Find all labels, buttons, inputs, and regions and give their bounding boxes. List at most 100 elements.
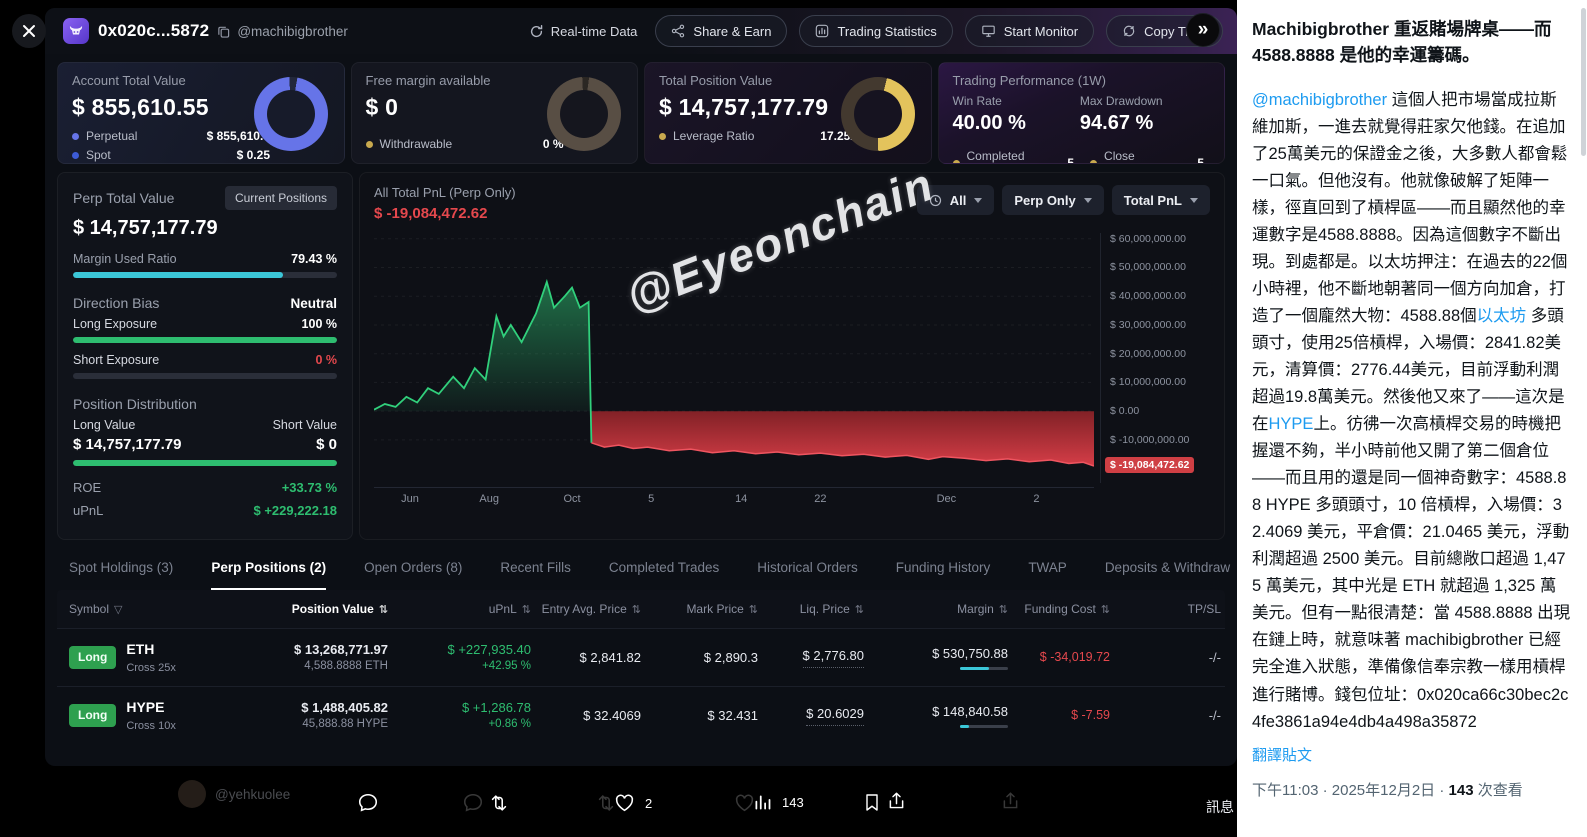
post-text-panel: Machibigbrother 重返賭場牌桌——而 4588.8888 是他的幸… (1237, 0, 1587, 837)
post-time: 下午11:03 (1252, 781, 1319, 799)
metric-select[interactable]: Total PnL (1111, 185, 1210, 215)
account-total-value-card: Account Total Value $ 855,610.55 Perpetu… (57, 62, 345, 164)
close-button[interactable] (12, 14, 46, 48)
filter-icon: ▽ (114, 603, 123, 616)
column-header-position-value[interactable]: Position Value ⇅ (291, 602, 388, 616)
column-header-entry-avg-price[interactable]: Entry Avg. Price ⇅ (541, 602, 641, 616)
long-exposure-value: 100 % (301, 317, 337, 331)
chart-y-axis: $ 60,000,000.00 $ 50,000,000.00 $ 40,000,0… (1100, 233, 1208, 483)
share-icon (889, 792, 904, 809)
current-pnl-badge: $ -19,084,472.62 (1105, 456, 1195, 473)
column-header-funding-cost[interactable]: Funding Cost ⇅ (1024, 602, 1110, 616)
like-button[interactable]: 2 (613, 792, 652, 814)
upnl-value: $ +227,935.40 (447, 641, 532, 657)
total-position-value-card: Total Position Value $ 14,757,177.79 Lev… (644, 62, 932, 164)
x-axis-tick: 14 (735, 493, 748, 505)
perp-total-value-label: Perp Total Value (73, 190, 175, 206)
tab-twap[interactable]: TWAP (1028, 559, 1067, 575)
time-range-select[interactable]: All (916, 185, 995, 215)
x-axis-tick: Oct (563, 493, 581, 505)
tab-recent-fills[interactable]: Recent Fills (500, 559, 571, 575)
column-header-liq-price[interactable]: Liq. Price ⇅ (799, 602, 864, 616)
tab-completed-trades[interactable]: Completed Trades (608, 559, 720, 575)
legend-leverage: Leverage Ratio 17.25x (659, 129, 857, 143)
chevron-down-icon (1083, 197, 1092, 203)
scope-select[interactable]: Perp Only (1002, 185, 1104, 215)
tab-perp-positions-2-[interactable]: Perp Positions (2) (211, 546, 327, 590)
pnl-area-chart[interactable] (374, 233, 1094, 483)
share-earn-button[interactable]: Share & Earn (655, 15, 788, 47)
column-header-margin[interactable]: Margin ⇅ (957, 602, 1008, 616)
bull-icon (69, 26, 83, 35)
repost-button[interactable] (487, 792, 511, 814)
translate-post-link[interactable]: 翻譯貼文 (1252, 746, 1313, 764)
views-button[interactable]: 143 (752, 792, 804, 813)
column-header-mark-price[interactable]: Mark Price ⇅ (686, 602, 758, 616)
background-reply-icon (462, 792, 484, 814)
legend-dot (72, 151, 79, 159)
realtime-data-toggle[interactable]: Real-time Data (529, 24, 637, 39)
column-header-symbol[interactable]: Symbol ▽ (69, 602, 123, 616)
background-user-handle: @yehkuolee (215, 786, 291, 802)
post-text-segment: 多頭頭寸，使用25倍槓桿，入場價：2841.82美元，清算價：2776.44美元… (1252, 306, 1565, 434)
next-image-button[interactable]: » (1186, 13, 1220, 47)
bar-chart-icon (815, 24, 829, 38)
legend-dot (659, 132, 666, 140)
position-value: $ 1,488,405.82 (301, 699, 388, 715)
position-donut-chart (840, 77, 915, 151)
sort-icon: ⇅ (748, 603, 758, 616)
legend-dot (365, 140, 373, 148)
bookmark-button[interactable] (862, 792, 882, 813)
close-icon (23, 25, 35, 37)
perp-total-value: $ 14,757,177.79 (73, 217, 218, 239)
wallet-address: 0x020c...5872 (98, 21, 210, 40)
margin-bar (960, 667, 1008, 671)
account-total-value: $ 855,610.55 (72, 94, 209, 120)
column-header-upnl[interactable]: uPnL ⇅ (488, 602, 531, 616)
margin-used-bar (73, 272, 337, 278)
post-inline-link[interactable]: 以太坊 (1476, 306, 1527, 325)
perp-positions-table: Symbol ▽ Position Value ⇅ uPnL ⇅ Entry Avg. Pr… (45, 590, 1237, 744)
legend-dot (1090, 159, 1098, 163)
share-button[interactable] (886, 790, 907, 812)
position-row-hype[interactable]: Long HYPE Cross 10x $ 1,488,405.82 45,888.88… (57, 686, 1225, 744)
trading-performance-card: Trading Performance (1W) Win Rate 40.00 … (937, 62, 1225, 164)
tab-spot-holdings-3-[interactable]: Spot Holdings (3) (69, 559, 174, 575)
upnl-percent: +0.86 % (488, 717, 531, 730)
tab-historical-orders[interactable]: Historical Orders (757, 559, 858, 575)
tab-deposits-withdraw[interactable]: Deposits & Withdraw (1104, 559, 1231, 575)
trading-dashboard: 0x020c...5872 @machibigbrother Real-time… (45, 8, 1237, 766)
current-positions-button[interactable]: Current Positions (224, 186, 337, 210)
position-row-eth[interactable]: Long ETH Cross 25x $ 13,268,771.97 4,588.888… (57, 628, 1225, 686)
scrollbar-thumb[interactable] (1581, 8, 1586, 156)
entry-price: $ 32.4069 (583, 707, 641, 723)
short-exposure-bar (73, 373, 337, 379)
post-text-segment: 這個人把市場當成拉斯維加斯，一進去就覺得莊家欠他錢。在追加了25萬美元的保證金之… (1252, 90, 1568, 325)
legend-completed-trades: Completed Trades5 (952, 149, 1074, 163)
start-monitor-button[interactable]: Start Monitor (964, 15, 1095, 47)
long-value: $ 14,757,177.79 (73, 436, 182, 453)
legend-spot: Spot $ 0.25 (72, 148, 270, 162)
reply-button[interactable] (357, 792, 379, 814)
margin-bar (960, 725, 1008, 729)
legend-dot (952, 159, 960, 163)
liq-price: $ 2,776.80 (802, 647, 864, 669)
views-bars-icon (755, 795, 771, 810)
trading-statistics-button[interactable]: Trading Statistics (799, 15, 953, 47)
tab-open-orders-8-[interactable]: Open Orders (8) (364, 559, 463, 575)
messages-label: 訊息 (1206, 799, 1234, 815)
side-badge: Long (69, 646, 117, 669)
y-axis-tick: $ 30,000,000.00 (1110, 318, 1186, 331)
max-drawdown-value: 94.67 % (1079, 112, 1154, 134)
sort-icon: ⇅ (1100, 603, 1110, 616)
column-header-tp-sl[interactable]: TP/SL (1187, 602, 1221, 616)
post-inline-link[interactable]: HYPE (1268, 415, 1314, 434)
post-meta: 下午11:03 · 2025年12月2日 · 143 次查看 (1252, 781, 1523, 799)
tab-funding-history[interactable]: Funding History (895, 559, 991, 575)
copy-address-icon[interactable] (217, 25, 230, 38)
margin-value: $ 530,750.88 (932, 645, 1008, 661)
upnl-value: $ +1,286.78 (461, 699, 531, 715)
position-size: 45,888.88 HYPE (302, 717, 388, 730)
post-inline-link[interactable]: @machibigbrother (1252, 90, 1388, 109)
pnl-chart-panel: All Total PnL (Perp Only) $ -19,084,472.… (359, 172, 1225, 540)
